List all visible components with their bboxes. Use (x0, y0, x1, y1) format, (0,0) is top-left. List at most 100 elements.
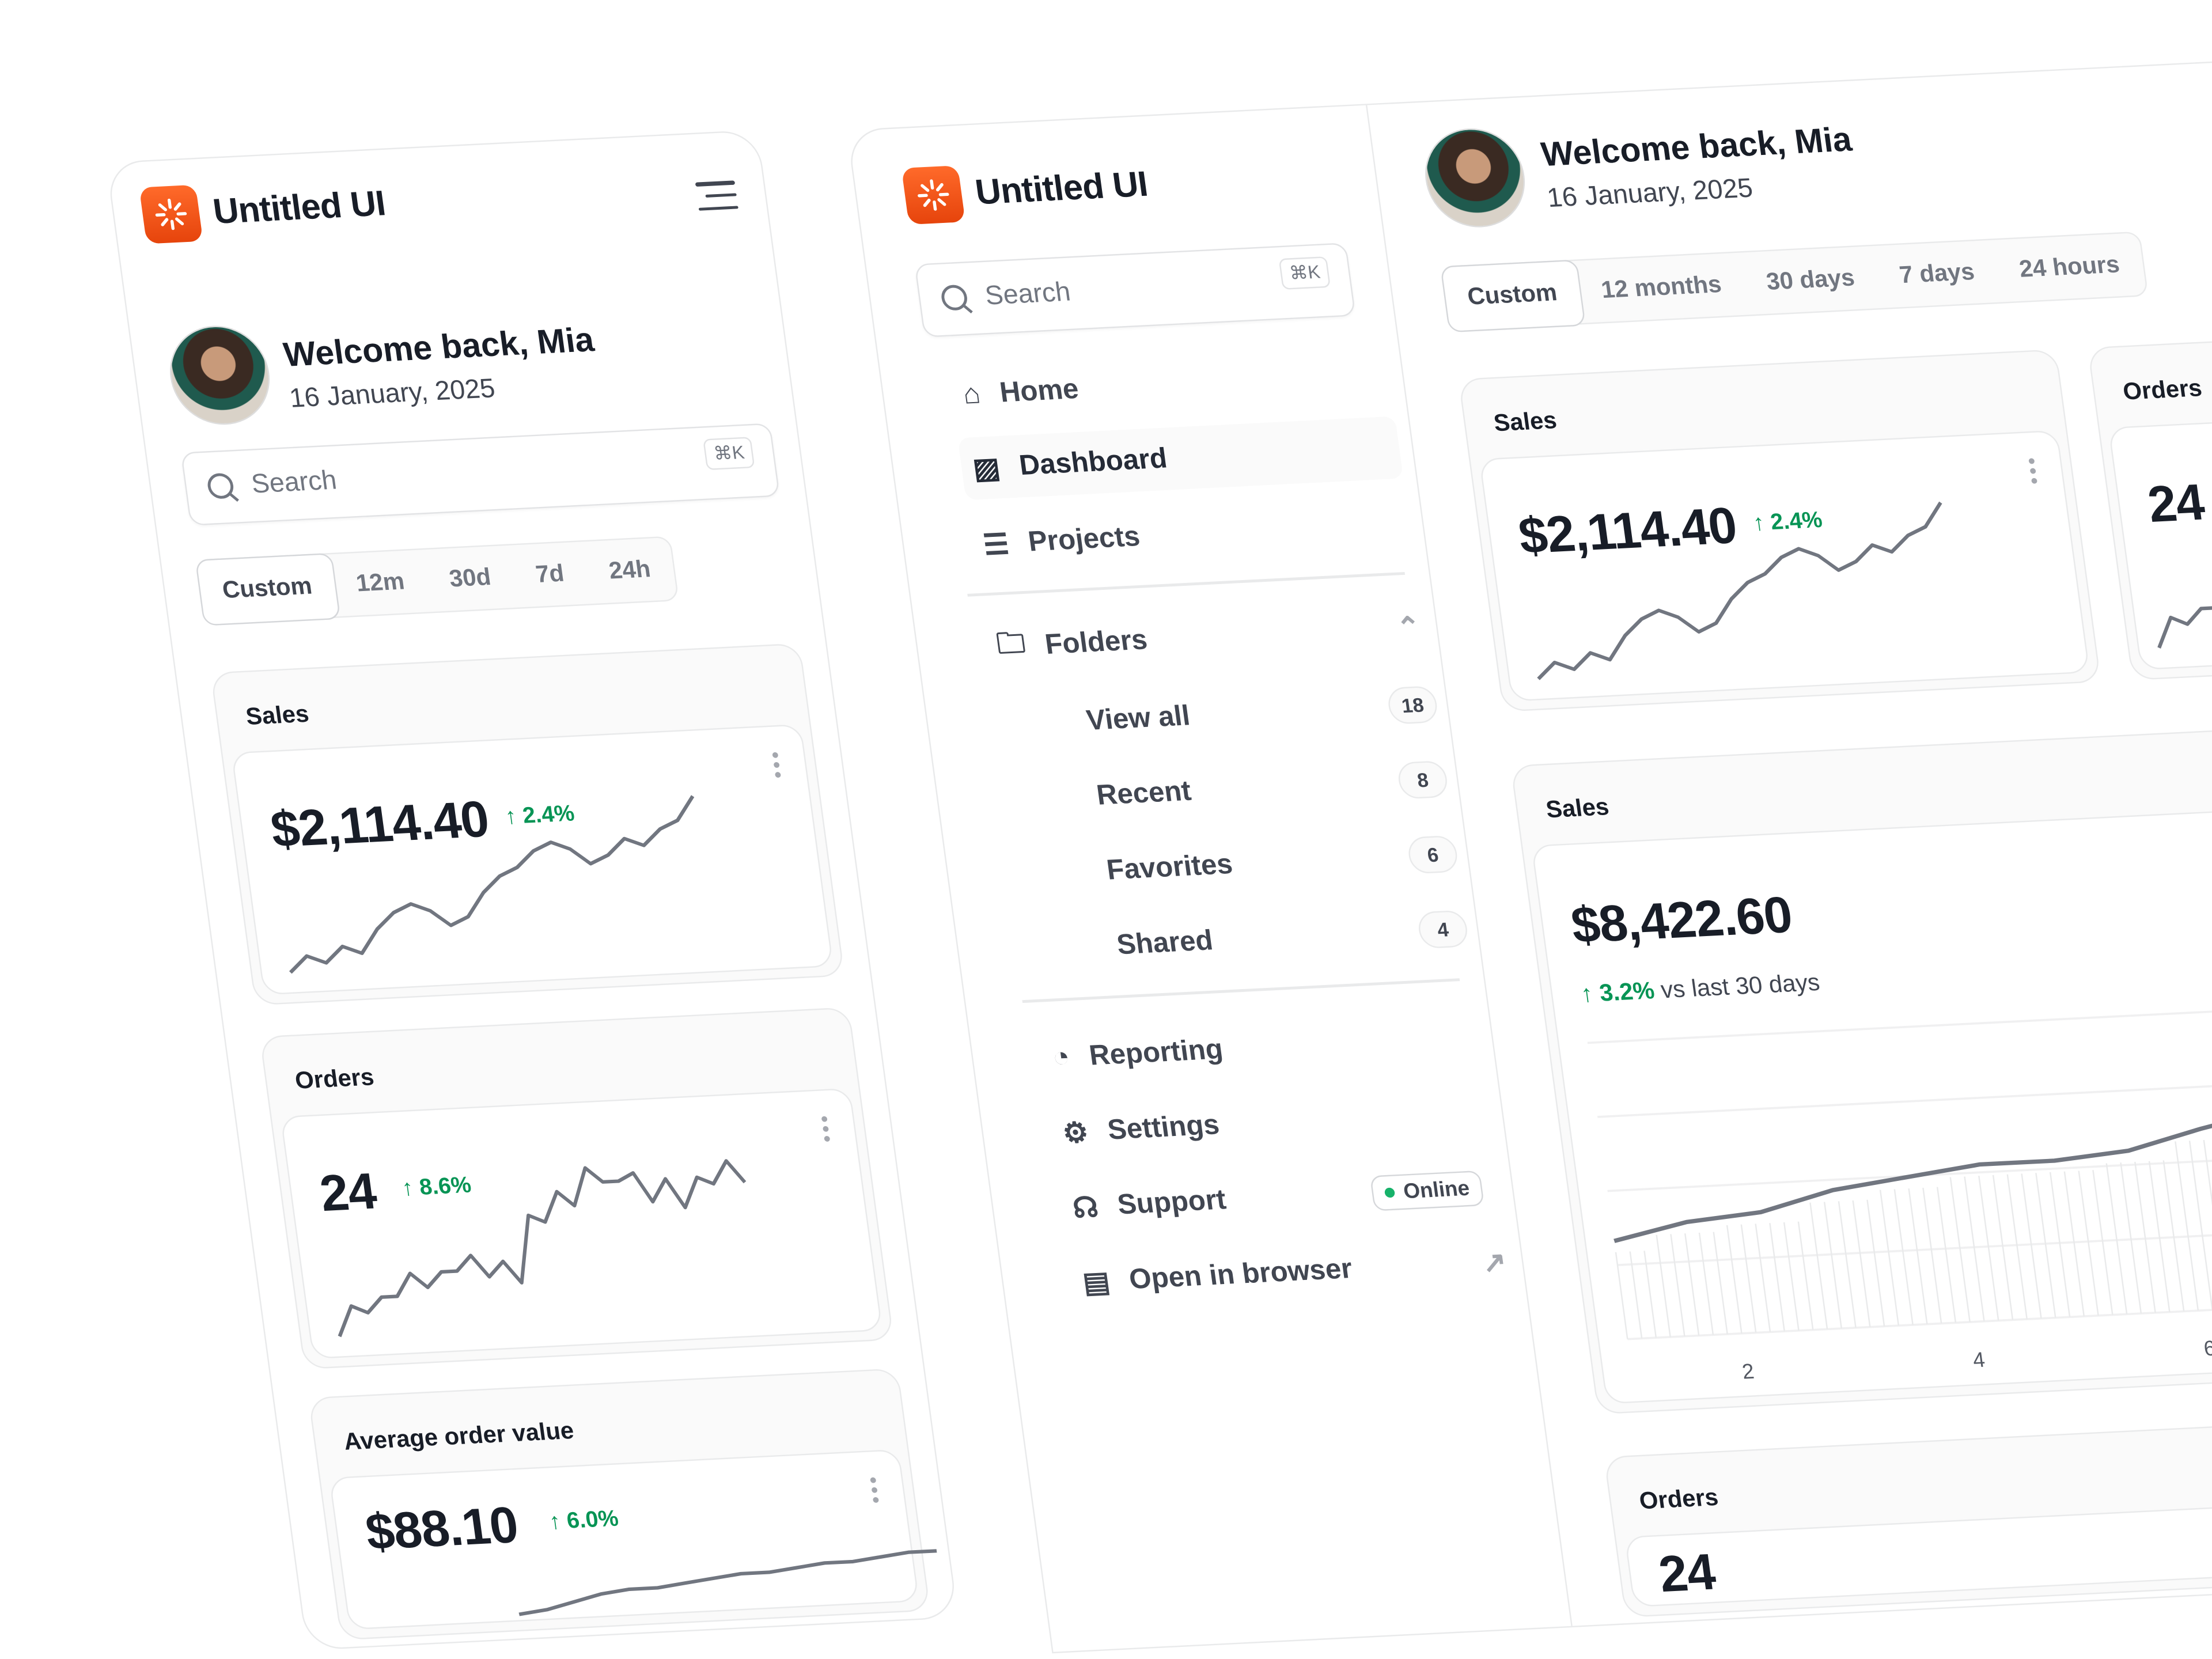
orders-sparkline (2157, 470, 2212, 649)
folder-item-recent[interactable]: Recent 8 (1093, 748, 1449, 827)
brand-logo[interactable]: Untitled UI (139, 176, 389, 244)
sidebar-item-projects[interactable]: ☰ Projects (979, 506, 1144, 575)
search-input[interactable]: Search ⌘K (914, 243, 1356, 338)
more-options-icon[interactable] (2028, 458, 2038, 484)
folder-item-shared[interactable]: Shared 4 (1113, 897, 1469, 977)
tab-12m[interactable]: 12m (354, 567, 406, 597)
chart-bar (1922, 1187, 1942, 1324)
sidebar-item-dashboard[interactable]: ▨ Dashboard (957, 416, 1404, 501)
tab-12-months[interactable]: 12 months (1599, 271, 1724, 304)
status-text: Online (1402, 1176, 1471, 1203)
shortcut-hint: ⌘K (1279, 256, 1331, 290)
nav-label: Home (998, 373, 1081, 408)
orders-sparkline (338, 1159, 747, 1338)
sidebar-item-support[interactable]: ☊ Support Online (1069, 1156, 1500, 1238)
x-tick-label: 6 (2202, 1336, 2212, 1361)
nav-label: Support (1115, 1184, 1228, 1221)
chart-bar (1643, 1251, 1657, 1338)
card-body: $2,114.40 ↑ 2.4% (230, 724, 834, 995)
menu-icon[interactable] (695, 180, 738, 211)
sidebar-item-settings[interactable]: ⚙ Settings (1059, 1094, 1224, 1164)
chart-bar (1698, 1232, 1714, 1335)
layers-icon: ☰ (981, 528, 1011, 561)
chart-bar (1809, 1202, 1828, 1330)
sidebar-item-open-in-browser[interactable]: ▤ Open in browser ↗ (1079, 1230, 1510, 1313)
chart-line (1613, 1014, 2212, 1243)
date-text: 16 January, 2025 (287, 374, 497, 415)
sales-card: Sales $2,114.40 ↑ 2.4% (1458, 349, 2101, 712)
nav-label: Projects (1026, 520, 1142, 558)
nav-label: Open in browser (1127, 1252, 1354, 1296)
status-dot (1384, 1187, 1396, 1198)
orders-card: Orders 24 (2087, 317, 2212, 681)
chart-bar (2092, 1170, 2113, 1315)
card-body: 24 ↑ 8.6% (280, 1088, 883, 1359)
nav-label: Dashboard (1017, 442, 1169, 482)
sparkline-series (289, 795, 695, 974)
tab-30d[interactable]: 30d (448, 563, 493, 593)
grid-line (1617, 1200, 2212, 1266)
sidebar-item-folders[interactable]: 🗀 Folders ⌃ (993, 596, 1425, 679)
chart-bar (1670, 1234, 1685, 1336)
sales-card: Sales $2,114.40 ↑ 2.4% (210, 643, 845, 1006)
chart-bar (2148, 1161, 2171, 1312)
tab-7-days[interactable]: 7 days (1897, 258, 1976, 289)
chart-bar (1615, 1252, 1628, 1339)
sparkline-series (518, 1549, 937, 1616)
chart-bar (1866, 1199, 1885, 1327)
chart-bar (1823, 1202, 1843, 1329)
chevron-up-icon[interactable]: ⌃ (1395, 612, 1423, 644)
search-icon (207, 473, 239, 502)
chart-bar (1949, 1177, 1971, 1323)
sales-30-days-chart: 246810 (1587, 978, 2212, 1384)
nav-label: Reporting (1087, 1033, 1225, 1071)
tab-custom[interactable]: Custom (194, 552, 340, 626)
chart-bar (1656, 1234, 1671, 1338)
chart-bar (2049, 1172, 2071, 1317)
divider (1022, 978, 1460, 1002)
chart-bar (2120, 1162, 2142, 1314)
more-options-icon[interactable] (772, 752, 782, 778)
card-body: $8,422.60 ↑ 3.2% vs last 30 days 246810 (1531, 775, 2212, 1404)
chart-bar (2175, 1141, 2199, 1311)
chart-bar (1629, 1251, 1643, 1339)
sidebar-item-home[interactable]: ⌂ Home (959, 358, 1083, 426)
sparkline-series (338, 1159, 747, 1338)
chart-bar (2063, 1171, 2085, 1317)
grid-line (1627, 1274, 2212, 1340)
metric-value: $88.10 (362, 1495, 521, 1561)
search-input[interactable]: Search ⌘K (180, 423, 781, 526)
tab-custom[interactable]: Custom (1439, 259, 1586, 332)
shortcut-hint: ⌘K (703, 437, 755, 471)
tab-30-days[interactable]: 30 days (1764, 264, 1857, 296)
count-badge: 6 (1406, 835, 1460, 874)
date-range-tabs: Custom 12 months 30 days 7 days 24 hours (1439, 231, 2148, 332)
more-options-icon[interactable] (821, 1116, 831, 1142)
chart-bar (1893, 1189, 1914, 1325)
count-badge: 8 (1396, 760, 1449, 800)
sparkline-series (2157, 470, 2212, 649)
compare-text: vs last 30 days (1659, 968, 1821, 1004)
sidebar-item-reporting[interactable]: ◔ Reporting (1048, 1018, 1227, 1089)
nav-label: Folders (1043, 624, 1150, 661)
x-tick-label: 4 (1971, 1348, 1986, 1372)
x-tick-label: 2 (1741, 1359, 1756, 1384)
folder-item-view-all[interactable]: View all 18 (1082, 673, 1440, 752)
change-row: ↑ 3.2% vs last 30 days (1579, 969, 1821, 1009)
tab-7d[interactable]: 7d (534, 559, 566, 588)
external-link-icon[interactable]: ↗ (1480, 1247, 1509, 1279)
chart-bar (2035, 1173, 2056, 1318)
folder-item-favorites[interactable]: Favorites 6 (1103, 823, 1460, 902)
chart-bar (1769, 1223, 1785, 1332)
chart-bar (1964, 1176, 1985, 1321)
tab-24-hours[interactable]: 24 hours (2017, 251, 2122, 283)
nav-label: Recent (1094, 775, 1194, 811)
count-badge: 4 (1416, 910, 1469, 949)
tab-24h[interactable]: 24h (607, 555, 653, 585)
brand-logo[interactable]: Untitled UI (901, 156, 1152, 225)
chart-bar (1879, 1190, 1900, 1326)
change-badge: ↑ 6.0% (548, 1507, 620, 1536)
more-options-icon[interactable] (870, 1477, 879, 1503)
grid-line (1597, 1052, 2212, 1118)
